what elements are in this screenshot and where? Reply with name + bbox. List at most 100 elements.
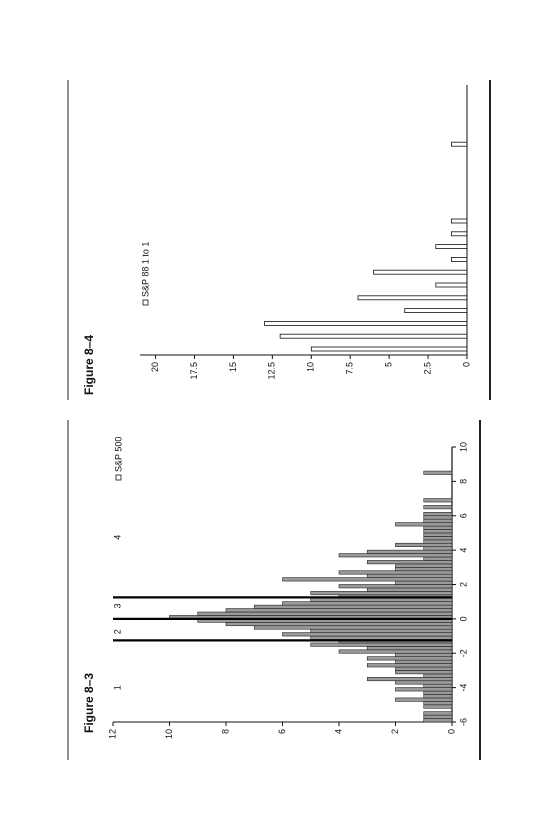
histogram-bar [395,652,453,657]
legend-swatch [115,474,122,481]
y-tick-label: 8 [220,729,230,734]
histogram-bar [423,701,453,706]
histogram-bar [366,560,453,565]
y-tick-label: 12.5 [267,362,277,380]
histogram-bar [395,666,453,671]
histogram-bar [338,584,453,589]
y-tick-label: 15 [228,362,238,372]
bar [451,218,468,224]
histogram-bar [366,646,453,651]
histogram-bar [225,608,453,613]
annotation: 2 [112,629,122,634]
histogram-bar [310,635,453,640]
y-tick-label: 0 [461,362,471,367]
x-tick-label: -6 [458,718,468,726]
x-tick-label: 0 [458,616,468,621]
y-tick-label: 7.5 [345,362,355,375]
histogram-bar [395,670,453,675]
histogram-bar [395,659,453,664]
rotated-page: Figure 8–3S&P 500024681012-6-4-202468101… [67,80,491,760]
histogram-bar [423,718,453,723]
histogram-bar [253,625,453,630]
histogram-bar [310,597,453,602]
x-tick-label: -2 [458,649,468,657]
histogram-bar [366,656,453,661]
histogram-bar [423,512,453,517]
histogram-bar [395,580,453,585]
histogram-bar [282,601,453,606]
histogram-bar [423,704,453,709]
y-tick-label: 4 [333,729,343,734]
chart-title: Figure 8–4 [82,335,96,395]
histogram-bar [423,498,453,503]
histogram-bar [253,604,453,609]
x-tick-label: 6 [458,513,468,518]
histogram-bar [366,573,453,578]
bar [435,282,468,288]
histogram-bar [423,515,453,520]
y-tick-label: 20 [150,362,160,372]
histogram-bar [423,518,453,523]
histogram-bar [423,673,453,678]
histogram-bar [395,567,453,572]
histogram-bar [395,522,453,527]
bar [264,320,468,326]
histogram-bar [423,714,453,719]
x-tick-label: 10 [458,442,468,452]
x-tick-label: 8 [458,479,468,484]
bar [451,231,468,237]
histogram-bar [395,542,453,547]
y-tick-label: 2.5 [422,362,432,375]
histogram-bar [423,546,453,551]
y-tick-label: 0 [446,729,456,734]
histogram-bar [310,628,453,633]
annotation: 1 [112,685,122,690]
bar [435,244,468,249]
histogram-bar [395,680,453,685]
histogram-bar [282,577,453,582]
legend-label: S&P 500 [113,437,123,472]
histogram-bar [366,587,453,592]
histogram-bar [197,611,453,616]
histogram-bar [395,563,453,568]
annotation: 3 [112,603,122,608]
y-tick-label: 5 [384,362,394,367]
bar [404,308,468,313]
histogram-bar [338,570,453,575]
x-tick-label: 4 [458,548,468,553]
bar [451,141,468,147]
bar [451,257,468,262]
histogram-bar [423,505,453,510]
histogram-bar [395,697,453,702]
y-tick-label: 12 [107,729,117,739]
y-tick-label: 17.5 [189,362,199,380]
y-tick-label: 10 [306,362,316,372]
histogram-bar [395,687,453,692]
histogram-bar [423,694,453,699]
histogram-bar [310,642,453,647]
bar [373,269,468,275]
y-tick-label: 2 [390,729,400,734]
annotation: 4 [112,535,122,540]
histogram-bar [225,622,453,627]
histogram-bar [423,683,453,688]
histogram-bar [366,549,453,554]
histogram-bar [423,539,453,544]
histogram-bar [366,677,453,682]
legend-swatch [142,299,149,306]
histogram-bar [423,529,453,534]
chart-title: Figure 8–3 [82,673,96,733]
histogram-bar [423,525,453,530]
histogram-bar [282,632,453,637]
histogram-bar [423,470,453,475]
bar [357,295,468,301]
histogram-bar [366,663,453,668]
histogram-bar [310,591,453,596]
bar [279,333,468,339]
legend-label: S&P 88 1 to 1 [140,242,150,297]
histogram-bar [423,711,453,716]
x-tick-label: -4 [458,684,468,692]
y-tick-label: 6 [277,729,287,734]
histogram-bar [338,649,453,654]
